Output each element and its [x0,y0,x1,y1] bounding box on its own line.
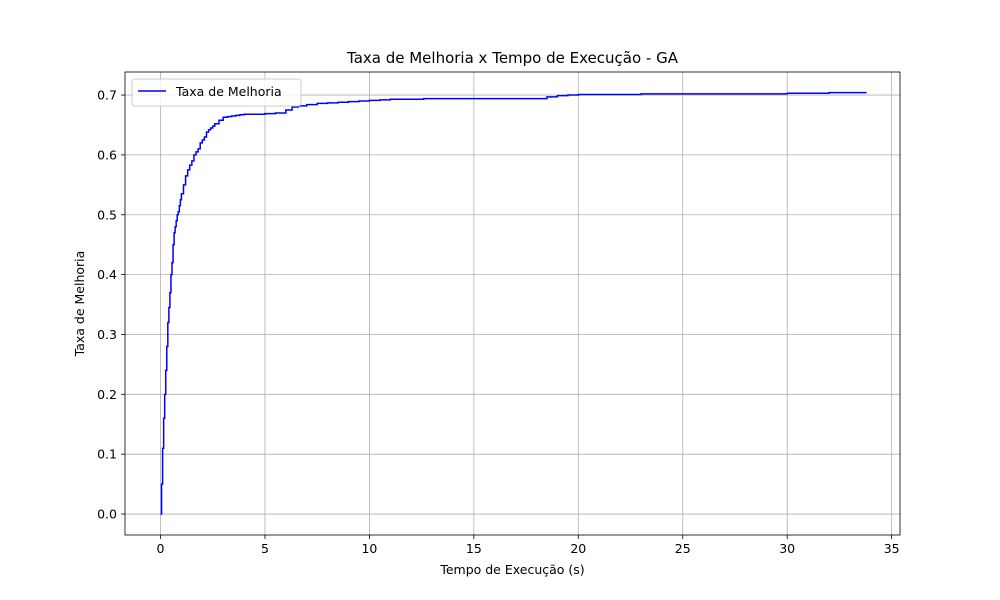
y-tick-label: 0.4 [97,267,117,282]
x-tick-label: 25 [675,541,691,556]
x-tick-label: 5 [261,541,269,556]
x-tick-label: 0 [157,541,165,556]
y-axis-label: Taxa de Melhoria [72,251,87,358]
chart-title: Taxa de Melhoria x Tempo de Execução - G… [346,49,679,67]
x-axis-label: Tempo de Execução (s) [439,562,584,577]
x-tick-label: 35 [884,541,900,556]
x-axis: 0 5 10 15 20 25 30 35 [157,535,900,556]
y-tick-label: 0.7 [97,88,117,103]
x-tick-label: 30 [779,541,795,556]
y-tick-label: 0.6 [97,147,117,162]
grid [125,72,900,535]
x-tick-label: 10 [361,541,377,556]
legend: Taxa de Melhoria [131,78,302,107]
y-tick-label: 0.5 [97,207,117,222]
y-tick-label: 0.1 [97,447,117,462]
x-tick-label: 15 [466,541,482,556]
y-tick-label: 0.2 [97,387,117,402]
plot-frame [124,71,901,536]
x-tick-label: 20 [570,541,586,556]
y-tick-label: 0.0 [97,507,117,522]
y-axis: 0.0 0.1 0.2 0.3 0.4 0.5 0.6 0.7 [97,88,125,522]
legend-box [131,78,302,107]
plot-area [125,72,900,535]
series-line-taxa-de-melhoria [160,91,867,515]
y-tick-label: 0.3 [97,327,117,342]
legend-entry-label: Taxa de Melhoria [175,84,282,99]
